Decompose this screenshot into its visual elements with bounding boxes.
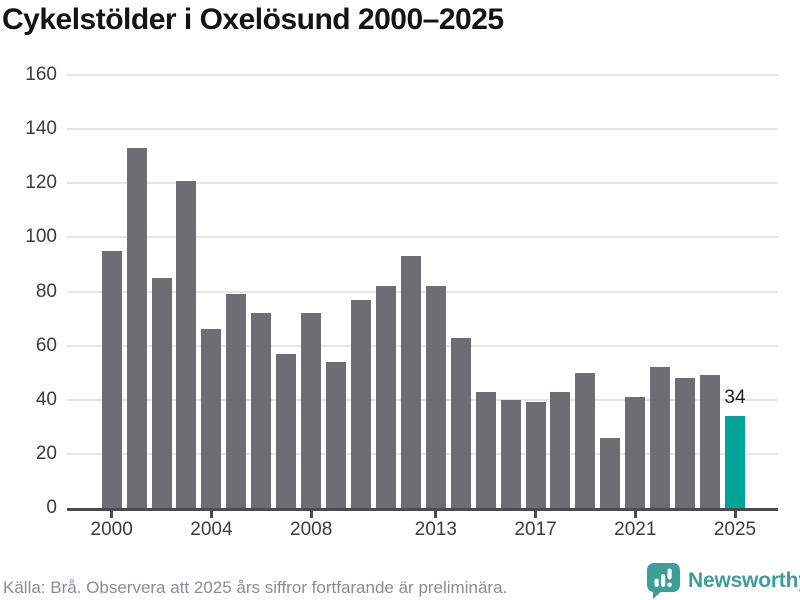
x-tick-mark xyxy=(309,511,313,518)
y-tick-label: 100 xyxy=(25,226,57,248)
x-tick-mark xyxy=(434,511,438,518)
gridline xyxy=(67,74,778,76)
bar-2016 xyxy=(500,400,521,508)
bar-2013 xyxy=(425,286,446,508)
y-tick-label: 60 xyxy=(35,334,57,356)
x-tick-label: 2017 xyxy=(514,519,557,540)
bar-2002 xyxy=(151,278,172,508)
bar-2020 xyxy=(600,438,621,508)
gridline xyxy=(67,452,778,455)
bar-2008 xyxy=(301,313,322,508)
y-tick-label: 160 xyxy=(25,64,57,85)
bar-2004 xyxy=(201,329,222,508)
gridline xyxy=(67,182,778,185)
gridline xyxy=(67,236,778,239)
source-note: Källa: Brå. Observera att 2025 års siffr… xyxy=(3,578,508,597)
bar-2023 xyxy=(675,378,696,508)
bar-2000 xyxy=(101,251,122,508)
bar-value-label: 34 xyxy=(724,386,746,408)
bar-2006 xyxy=(251,313,272,508)
gridline xyxy=(67,128,778,131)
x-tick-label: 2008 xyxy=(290,519,333,540)
bar-2011 xyxy=(375,286,396,508)
bar-2012 xyxy=(400,256,421,508)
x-tick-mark xyxy=(110,511,114,518)
x-tick-mark xyxy=(534,511,538,518)
bar-2019 xyxy=(575,373,596,508)
x-tick-mark xyxy=(209,511,213,518)
gridline xyxy=(67,398,778,401)
bar-2005 xyxy=(226,294,247,508)
gridline xyxy=(67,290,778,293)
bar-2021 xyxy=(625,397,646,508)
x-tick-mark xyxy=(733,511,737,518)
bar-2009 xyxy=(326,362,347,508)
y-tick-label: 40 xyxy=(35,388,57,410)
bar-2017 xyxy=(525,402,546,508)
bar-2024 xyxy=(700,375,721,508)
bar-2001 xyxy=(126,148,147,508)
x-axis-line xyxy=(67,508,778,511)
bar-2015 xyxy=(475,392,496,508)
bar-2003 xyxy=(176,181,197,508)
gridline xyxy=(67,344,778,347)
bar-2010 xyxy=(351,300,372,508)
bar-2007 xyxy=(276,354,297,508)
y-tick-label: 0 xyxy=(46,497,57,518)
x-tick-mark xyxy=(633,511,637,518)
y-tick-label: 120 xyxy=(25,172,57,194)
x-tick-label: 2025 xyxy=(713,519,757,540)
x-tick-label: 2004 xyxy=(190,519,233,540)
bar-2025 xyxy=(725,416,745,508)
bar-2018 xyxy=(550,392,571,508)
bar-2014 xyxy=(450,338,471,508)
x-tick-label: 2013 xyxy=(414,519,457,540)
bar-2022 xyxy=(650,367,671,508)
y-tick-label: 20 xyxy=(35,442,57,464)
y-tick-label: 140 xyxy=(25,118,57,140)
newsworthy-logo: Newsworthy xyxy=(646,561,800,600)
newsworthy-logo-icon xyxy=(647,563,680,599)
x-tick-label: 2000 xyxy=(90,519,133,540)
x-tick-label: 2021 xyxy=(614,519,657,540)
chart-title: Cykelstölder i Oxelösund 2000–2025 xyxy=(2,3,504,36)
newsworthy-wordmark: Newsworthy xyxy=(688,569,800,592)
y-tick-label: 80 xyxy=(35,280,57,302)
